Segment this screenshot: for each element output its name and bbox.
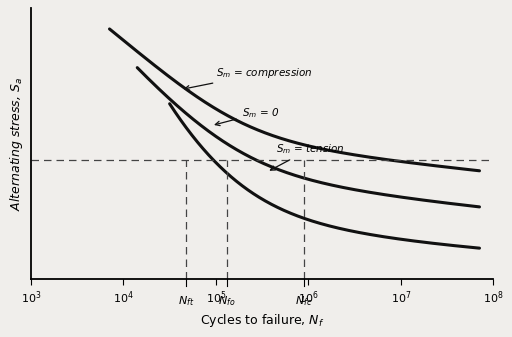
X-axis label: Cycles to failure, $N_f$: Cycles to failure, $N_f$: [200, 312, 324, 329]
Text: $S_m$ = compression: $S_m$ = compression: [185, 66, 312, 90]
Text: $N_{fc}$: $N_{fc}$: [295, 294, 312, 308]
Text: $S_m$ = tension: $S_m$ = tension: [270, 142, 345, 170]
Y-axis label: Alternating stress, $S_a$: Alternating stress, $S_a$: [8, 76, 25, 211]
Text: $N_{ft}$: $N_{ft}$: [178, 294, 195, 308]
Text: $S_m$ = 0: $S_m$ = 0: [215, 106, 279, 126]
Text: $N_{fo}$: $N_{fo}$: [218, 294, 236, 308]
